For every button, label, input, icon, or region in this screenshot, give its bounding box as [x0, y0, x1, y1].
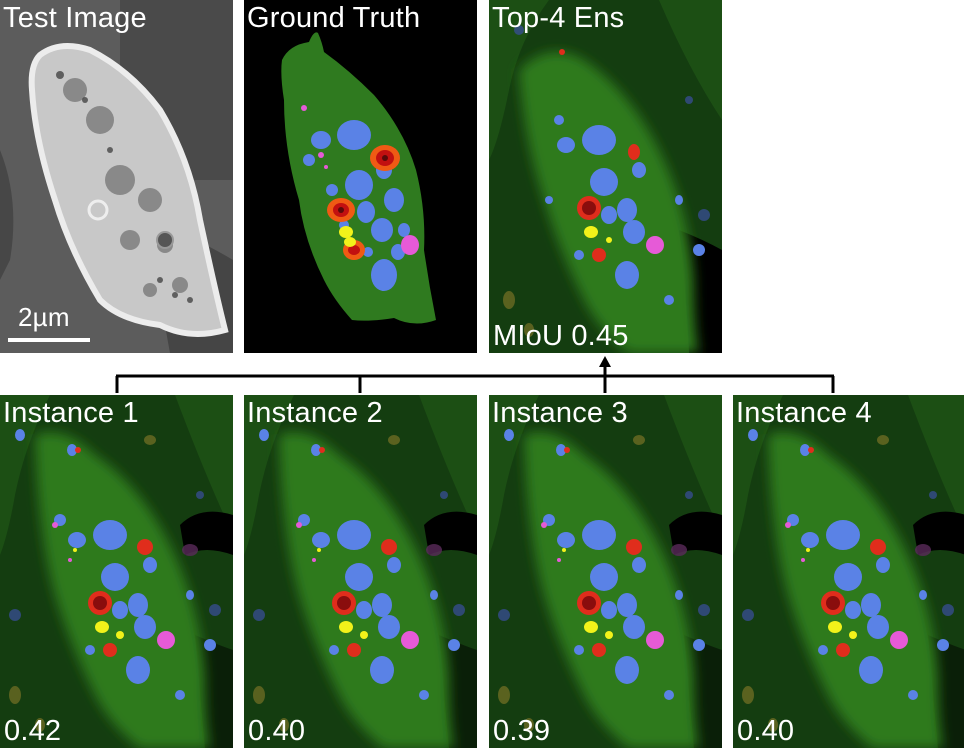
instance-1-prediction: [0, 395, 233, 748]
panel-score: 0.40: [737, 715, 795, 747]
panel-title: Instance 4: [736, 397, 872, 429]
instance-1-panel: Instance 1 0.42: [0, 395, 233, 748]
test-image-panel: Test Image 2µm: [0, 0, 233, 353]
panel-title: Instance 3: [492, 397, 628, 429]
ground-truth-segmentation: [244, 0, 477, 353]
instance-3-panel: Instance 3 0.39: [489, 395, 722, 748]
ground-truth-panel: Ground Truth: [244, 0, 477, 353]
panel-score: 0.39: [493, 715, 551, 747]
panel-title: Instance 2: [247, 397, 383, 429]
instance-2-panel: Instance 2 0.40: [244, 395, 477, 748]
panel-title: Instance 1: [3, 397, 139, 429]
panel-score: 0.42: [4, 715, 62, 747]
ensemble-prediction: [489, 0, 722, 353]
instance-3-prediction: [489, 395, 722, 748]
scale-bar-label: 2µm: [18, 302, 70, 332]
instance-2-prediction: [244, 395, 477, 748]
panel-score: MIoU 0.45: [493, 320, 629, 352]
instance-4-prediction: [733, 395, 964, 748]
test-image-micrograph: [0, 0, 233, 353]
arrow-head-icon: [599, 356, 611, 367]
scale-bar: [8, 338, 90, 342]
panel-title: Ground Truth: [247, 2, 421, 34]
ensemble-panel: Top-4 Ens MIoU 0.45: [489, 0, 722, 353]
panel-title: Test Image: [3, 2, 147, 34]
panel-title: Top-4 Ens: [492, 2, 625, 34]
panel-score: 0.40: [248, 715, 306, 747]
instance-4-panel: Instance 4 0.40: [733, 395, 964, 748]
